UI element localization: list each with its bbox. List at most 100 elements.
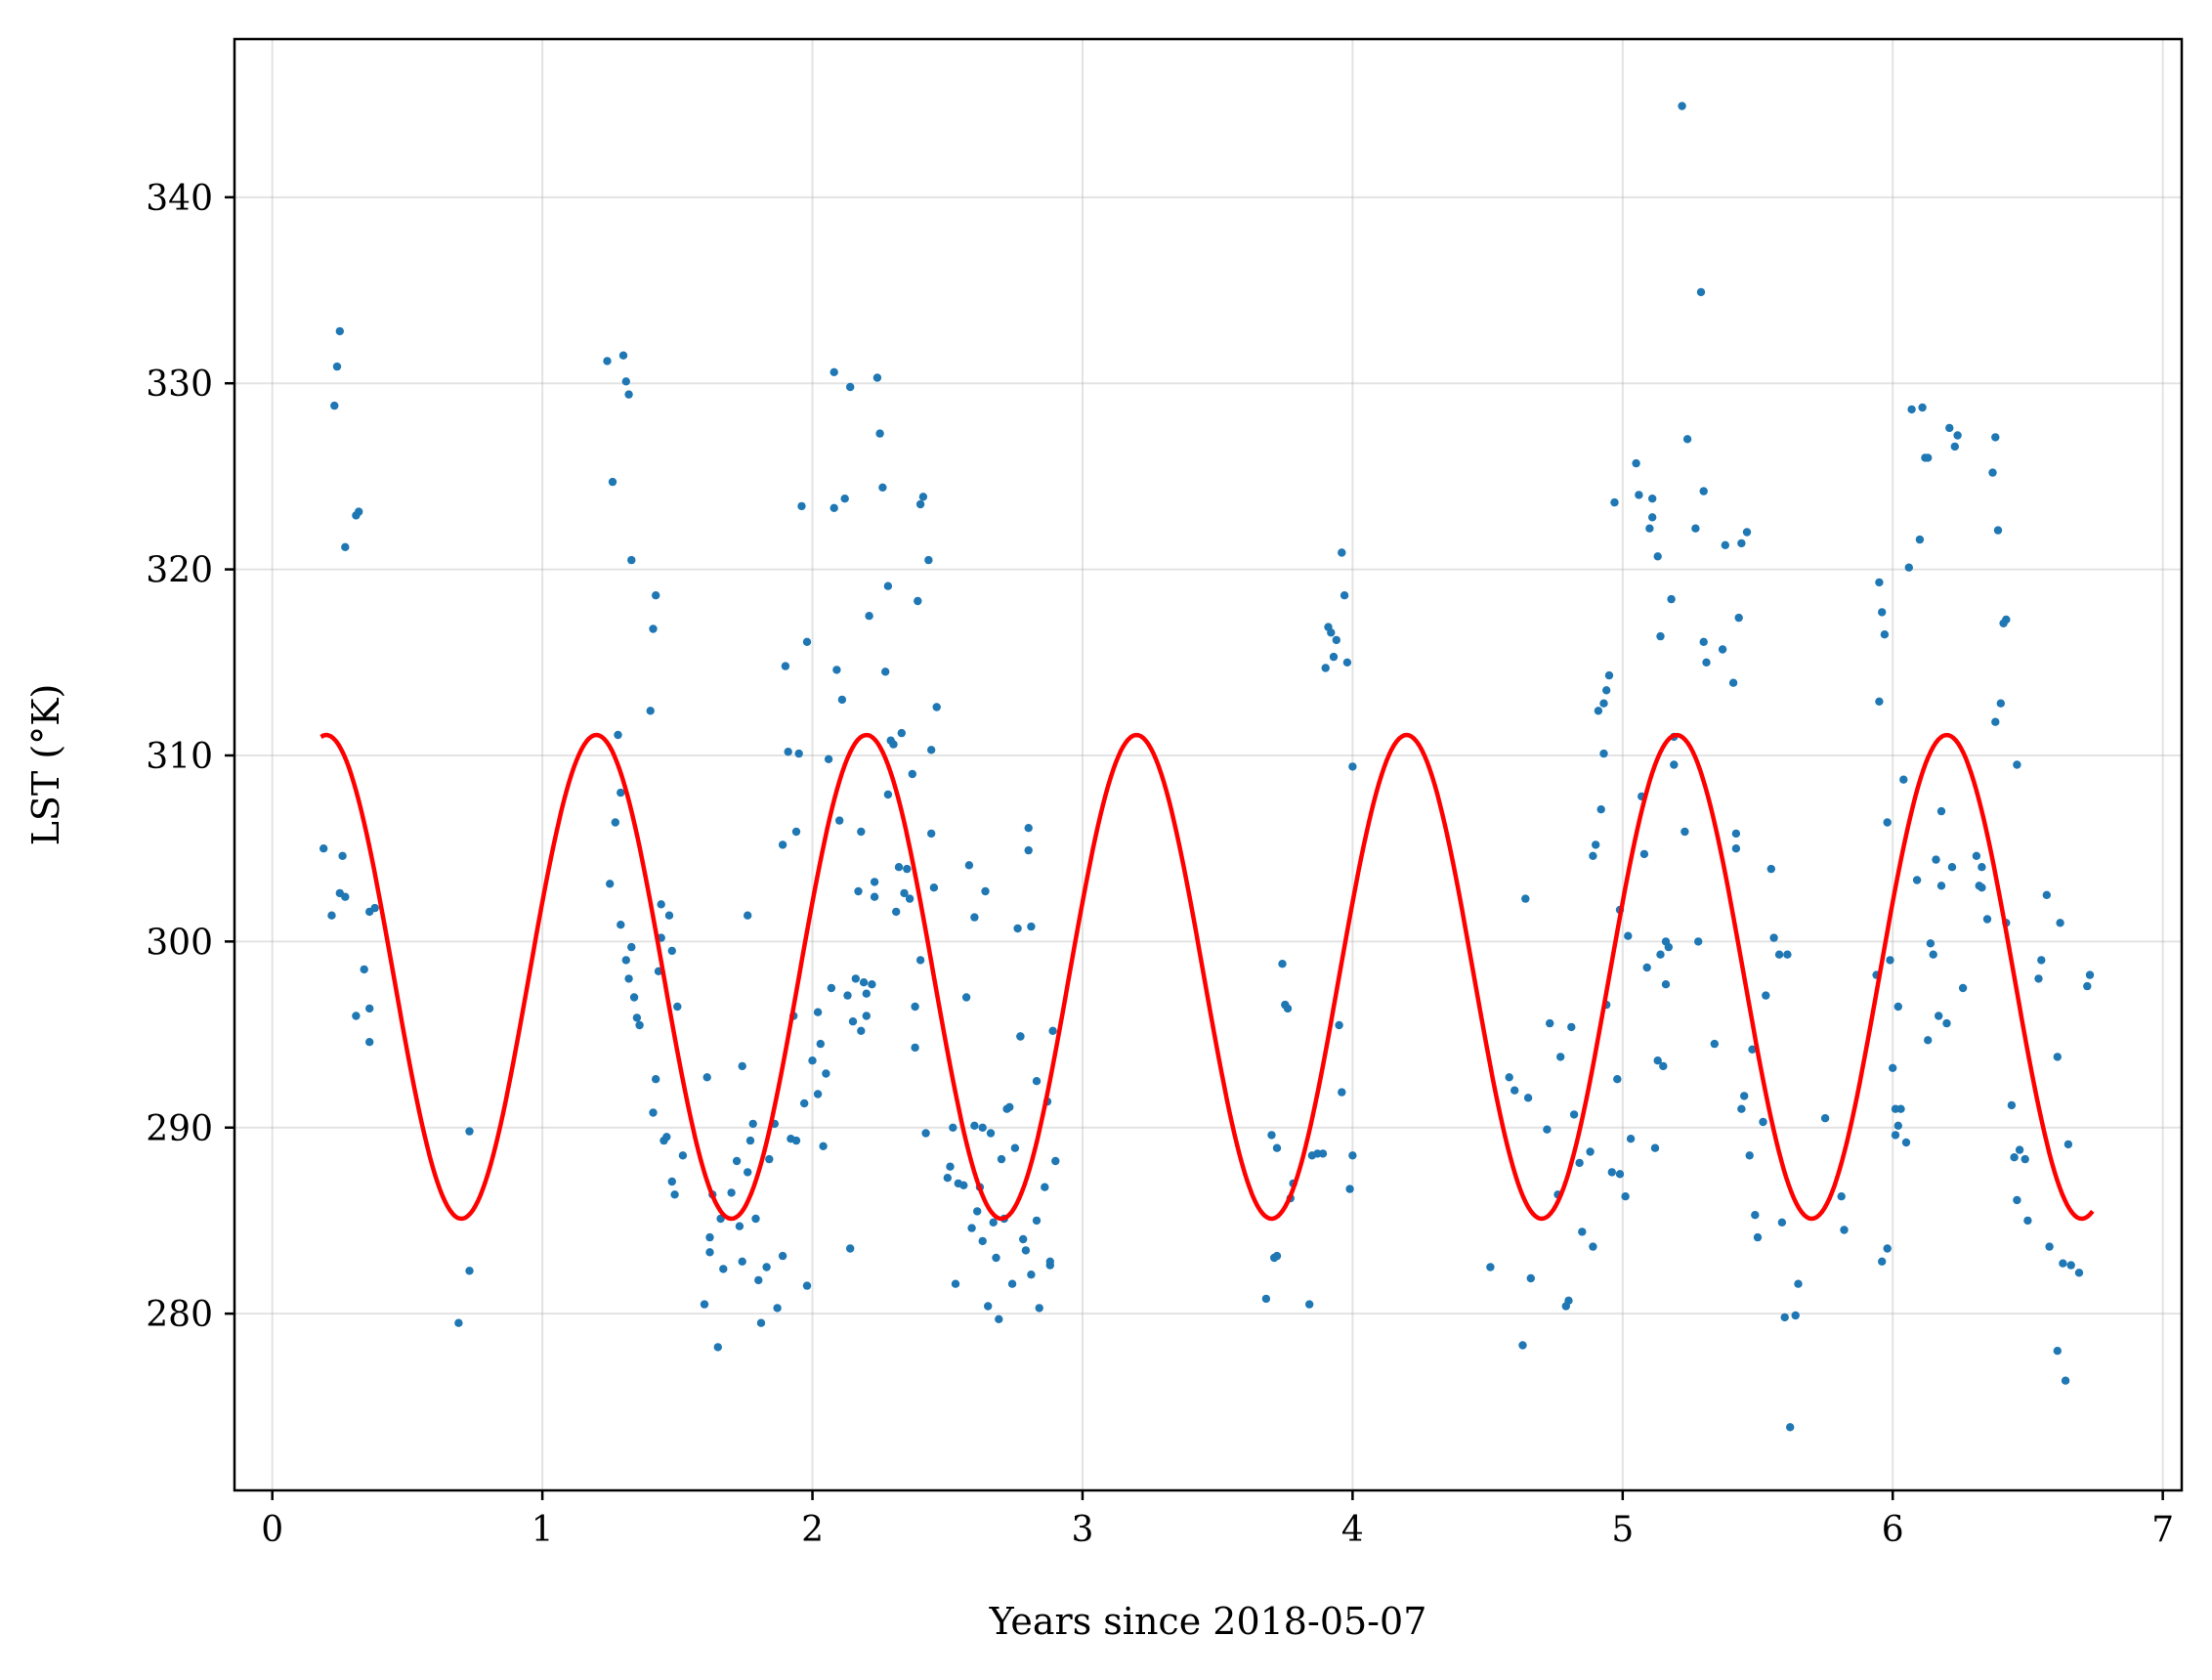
data-point — [1991, 433, 2000, 442]
data-point — [2015, 1145, 2024, 1154]
data-point — [848, 1017, 858, 1026]
data-point — [1935, 1012, 1943, 1020]
data-point — [1699, 637, 1708, 646]
data-point — [870, 892, 879, 901]
data-point — [851, 974, 860, 983]
y-tick-label: 280 — [146, 1295, 213, 1335]
data-point — [1589, 1242, 1597, 1251]
data-point — [744, 1168, 752, 1177]
data-point — [1996, 699, 2005, 708]
data-point — [943, 1174, 952, 1183]
data-point — [606, 880, 615, 888]
data-point — [341, 542, 350, 551]
data-point — [365, 1038, 374, 1047]
data-point — [1878, 1257, 1887, 1267]
data-point — [608, 477, 617, 487]
data-point — [973, 1207, 982, 1216]
data-point — [1883, 1244, 1892, 1253]
data-point — [835, 816, 844, 825]
data-point — [1953, 431, 1962, 440]
data-point — [1737, 1104, 1746, 1113]
data-point — [2061, 1376, 2070, 1385]
data-point — [2053, 1053, 2062, 1061]
data-point — [1993, 526, 2003, 535]
data-point — [751, 1214, 760, 1224]
data-point — [1710, 1039, 1720, 1049]
data-point — [1731, 829, 1741, 839]
data-point — [827, 983, 836, 993]
data-point — [911, 1043, 919, 1053]
data-point — [1632, 458, 1640, 468]
data-point — [1027, 922, 1036, 931]
data-point — [1659, 1061, 1668, 1071]
data-point — [1335, 1020, 1343, 1030]
data-point — [1907, 405, 1916, 414]
data-point — [1602, 686, 1611, 695]
data-point — [1005, 1102, 1014, 1112]
data-point — [1924, 1036, 1933, 1045]
data-point — [1024, 845, 1033, 855]
data-point — [1332, 635, 1341, 645]
data-point — [870, 878, 879, 886]
data-point — [1783, 950, 1792, 959]
plot-frame — [233, 37, 2184, 1492]
data-point — [732, 1156, 742, 1166]
data-point — [2085, 970, 2095, 979]
x-tick-label: 2 — [801, 1510, 824, 1550]
data-point — [1982, 915, 1992, 924]
data-point — [1596, 805, 1605, 814]
data-point — [959, 1181, 968, 1190]
data-point — [1578, 1228, 1587, 1236]
data-point — [1013, 924, 1022, 933]
data-point — [2021, 1154, 2029, 1164]
data-point — [1880, 630, 1890, 639]
data-point — [365, 1004, 374, 1013]
data-point — [862, 1012, 871, 1020]
data-point — [1656, 631, 1665, 641]
data-point — [791, 827, 801, 837]
data-point — [1610, 497, 1619, 507]
data-point — [2013, 760, 2021, 769]
data-point — [1546, 1018, 1554, 1028]
data-point — [846, 1244, 855, 1253]
data-point — [621, 377, 630, 386]
data-point — [908, 769, 916, 779]
data-point — [735, 1222, 744, 1230]
data-point — [857, 827, 866, 837]
data-point — [830, 367, 838, 376]
data-point — [611, 818, 619, 827]
data-point — [878, 483, 887, 492]
data-point — [1737, 538, 1746, 548]
x-tick-label: 7 — [2151, 1510, 2174, 1550]
data-point — [1543, 1125, 1552, 1134]
data-point — [1740, 1092, 1749, 1100]
data-point — [791, 1136, 801, 1145]
data-point — [1786, 1423, 1795, 1432]
data-point — [1947, 863, 1957, 872]
data-point — [802, 637, 812, 646]
data-point — [2034, 974, 2043, 983]
data-point — [1932, 855, 1940, 864]
data-point — [894, 863, 904, 872]
data-point — [951, 1279, 960, 1288]
data-point — [2053, 1347, 2062, 1356]
data-point — [911, 1002, 919, 1012]
data-point — [881, 668, 890, 676]
data-point — [652, 591, 660, 600]
y-axis-ticks: 280 290 300 310 320 330 340 — [146, 179, 234, 1335]
data-point — [905, 894, 915, 903]
x-tick-label: 1 — [532, 1510, 554, 1550]
data-point — [1340, 591, 1349, 600]
data-point — [1567, 1022, 1576, 1032]
data-point — [1978, 883, 1986, 892]
data-point — [830, 503, 838, 512]
data-point — [332, 362, 342, 371]
data-point — [1327, 628, 1336, 637]
data-point — [1272, 1143, 1282, 1152]
data-point — [756, 1318, 766, 1327]
data-point — [900, 888, 909, 898]
data-point — [1592, 840, 1600, 849]
data-point — [702, 1073, 711, 1082]
data-point — [2074, 1269, 2084, 1277]
x-tick-label: 5 — [1611, 1510, 1634, 1550]
